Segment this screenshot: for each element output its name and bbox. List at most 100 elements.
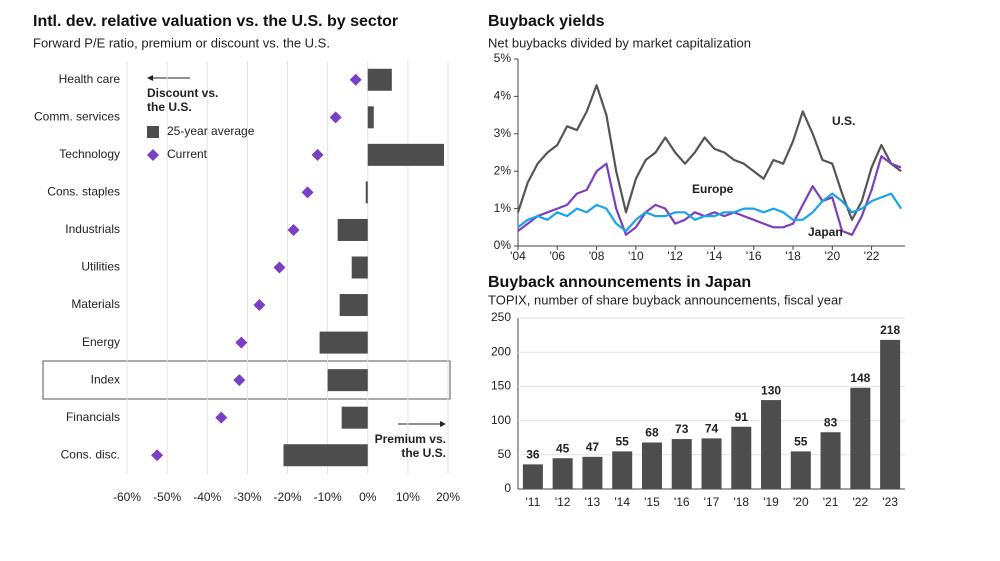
y-tick-label: 1%: [494, 201, 512, 215]
y-tick-label: Energy: [82, 335, 120, 349]
value-label: 91: [735, 410, 749, 424]
x-tick-label: -30%: [233, 490, 261, 504]
y-tick-label: 3%: [494, 126, 512, 140]
x-tick-label: '10: [628, 249, 644, 263]
x-tick-label: '18: [733, 495, 749, 509]
y-tick-label: 200: [491, 344, 511, 358]
y-tick-label: 100: [491, 413, 511, 427]
x-tick-label: '20: [793, 495, 809, 509]
series-label: Japan: [808, 225, 843, 239]
value-label: 55: [794, 435, 808, 449]
value-label: 130: [761, 383, 781, 397]
y-tick-label: 0%: [494, 238, 512, 252]
value-label: 218: [880, 323, 900, 337]
y-tick-label: 150: [491, 379, 511, 393]
value-label: 74: [705, 422, 719, 436]
legend-swatch: [147, 126, 159, 138]
x-tick-label: '08: [589, 249, 605, 263]
annotation: Discount vs. the U.S.: [147, 86, 219, 114]
y-tick-label: 4%: [494, 89, 512, 103]
y-tick-label: 0: [504, 481, 511, 495]
bar: [367, 143, 444, 166]
x-tick-label: '14: [707, 249, 723, 263]
x-tick-label: '04: [510, 249, 526, 263]
x-tick-label: '22: [864, 249, 880, 263]
x-tick-label: '20: [824, 249, 840, 263]
diamond-marker: [215, 411, 228, 424]
chart-title: Intl. dev. relative valuation vs. the U.…: [33, 13, 398, 30]
x-tick-label: '06: [549, 249, 565, 263]
x-tick-label: -20%: [273, 490, 301, 504]
value-label: 45: [556, 441, 570, 455]
x-tick-label: '13: [585, 495, 601, 509]
index-highlight: [42, 360, 451, 400]
bar: [319, 331, 368, 354]
y-tick-label: Cons. disc.: [61, 447, 120, 461]
bar: [671, 439, 692, 489]
x-tick-label: '12: [555, 495, 571, 509]
x-tick-label: '16: [674, 495, 690, 509]
x-tick-label: -40%: [193, 490, 221, 504]
diamond-marker: [151, 449, 164, 462]
chart-title: Buyback announcements in Japan: [488, 274, 751, 291]
y-tick-label: Health care: [59, 72, 121, 86]
chart-subtitle: TOPIX, number of share buyback announcem…: [488, 292, 843, 307]
bar: [351, 256, 368, 279]
y-tick-label: Financials: [66, 410, 120, 424]
value-label: 68: [645, 426, 659, 440]
x-tick-label: '16: [746, 249, 762, 263]
y-tick-label: Industrials: [65, 222, 120, 236]
bar: [365, 181, 368, 204]
bar: [701, 438, 722, 489]
x-tick-label: 20%: [436, 490, 460, 504]
x-tick-label: '23: [882, 495, 898, 509]
x-tick-label: '12: [667, 249, 683, 263]
diamond-marker: [253, 299, 266, 312]
bar: [337, 218, 368, 241]
diamond-marker: [349, 73, 362, 86]
y-tick-label: Materials: [71, 297, 120, 311]
bar: [341, 406, 368, 429]
legend-label: 25-year average: [167, 124, 255, 138]
line-series: [517, 192, 903, 233]
line-series: [516, 84, 902, 221]
x-tick-label: '11: [526, 495, 541, 509]
chart-title: Buyback yields: [488, 13, 605, 30]
diamond-marker: [273, 261, 286, 274]
value-label: 83: [824, 415, 838, 429]
value-label: 55: [616, 435, 630, 449]
bar: [880, 339, 901, 489]
legend-swatch: [147, 149, 159, 161]
legend-label: Current: [167, 147, 208, 161]
bar: [761, 400, 782, 489]
bar: [641, 442, 662, 489]
bar: [367, 106, 374, 129]
diamond-marker: [311, 148, 324, 161]
bar: [339, 294, 368, 317]
bar: [612, 451, 633, 489]
value-label: 73: [675, 422, 689, 436]
bar: [552, 458, 573, 489]
bar: [731, 426, 752, 489]
x-tick-label: '14: [614, 495, 630, 509]
bar: [820, 432, 841, 489]
bar: [283, 444, 368, 467]
value-label: 36: [526, 448, 540, 462]
discount-arrowhead: [147, 75, 153, 81]
series-label: Europe: [692, 182, 734, 196]
bar: [367, 68, 392, 91]
y-tick-label: 250: [491, 310, 511, 324]
premium-arrowhead: [440, 421, 446, 427]
x-tick-label: -50%: [153, 490, 181, 504]
x-tick-label: '17: [704, 495, 720, 509]
diamond-marker: [235, 336, 248, 349]
annotation: Premium vs. the U.S.: [374, 432, 446, 460]
bar: [790, 451, 811, 489]
value-label: 47: [586, 440, 600, 454]
x-tick-label: '22: [853, 495, 869, 509]
diamond-marker: [329, 111, 342, 124]
value-label: 148: [850, 371, 870, 385]
x-tick-label: -60%: [113, 490, 141, 504]
x-tick-label: '18: [785, 249, 801, 263]
x-tick-label: -10%: [314, 490, 342, 504]
